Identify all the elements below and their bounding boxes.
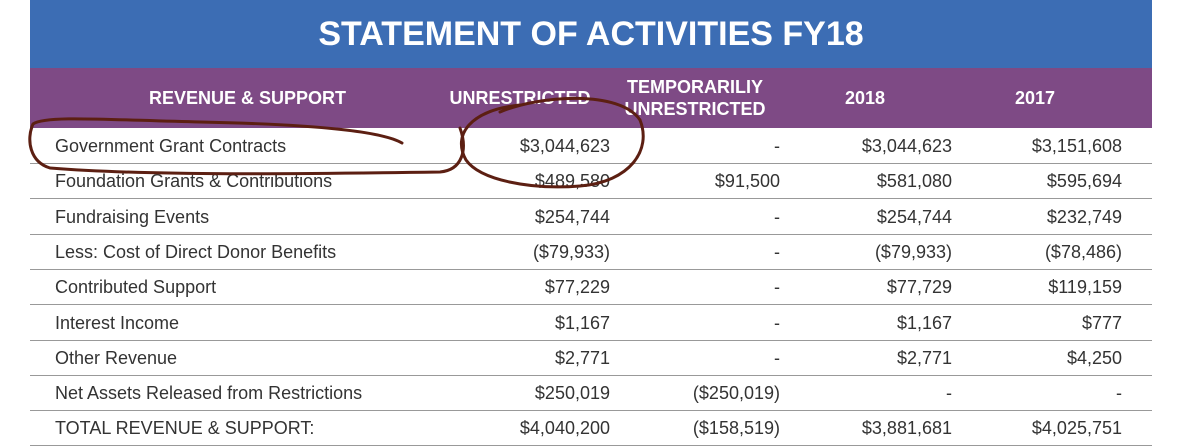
cell-value: $119,159: [1048, 277, 1122, 298]
cell-value: -: [774, 136, 780, 156]
cell-value: $254,744: [876, 206, 952, 227]
cell-value: -: [774, 206, 780, 227]
cell-value: $2,771: [554, 347, 610, 368]
table-header: REVENUE & SUPPORT UNRESTRICTED TEMPORARILI…: [30, 68, 1152, 128]
cell-value: $4,025,751: [1031, 418, 1122, 439]
cell-value: $4,040,200: [519, 418, 610, 439]
column-header: 2018: [844, 88, 886, 108]
table-row: Fundraising Events $254,744 - $254,744 $232,…: [30, 199, 1152, 235]
row-label: Fundraising Events: [55, 206, 210, 227]
table-row: Net Assets Released from Restrictions $25…: [30, 375, 1152, 412]
cell-value: $489,580: [534, 171, 610, 192]
table-row: Foundation Grants & Contributions $489,58…: [30, 163, 1152, 200]
cell-value: -: [774, 277, 780, 298]
cell-value: ($79,933): [532, 241, 610, 262]
cell-value: $77,229: [544, 277, 610, 298]
cell-value: $1,167: [896, 312, 952, 333]
cell-value: -: [774, 312, 780, 333]
cell-value: -: [1116, 383, 1122, 404]
cell-value: $250,019: [534, 383, 610, 404]
cell-value: $232,749: [1046, 206, 1122, 227]
cell-value: -: [774, 347, 780, 368]
cell-value: -: [774, 241, 780, 262]
table-row: Less: Cost of Direct Donor Benefits ($79,…: [30, 234, 1152, 270]
cell-value: $2,771: [896, 347, 952, 368]
row-label: Contributed Support: [55, 277, 217, 298]
cell-value: -: [946, 383, 952, 404]
cell-value: $91,500: [714, 171, 780, 192]
cell-value: $4,250: [1066, 347, 1122, 368]
row-label: Net Assets Released from Restrictions: [55, 383, 363, 404]
table-row: Interest Income $1,167 - $1,167 $777: [30, 305, 1152, 341]
cell-value: $3,044,623: [519, 136, 610, 156]
column-header: TEMPORARILIY UNRESTRICTED: [624, 77, 766, 119]
row-label: Foundation Grants & Contributions: [55, 171, 333, 192]
row-label: Interest Income: [55, 312, 180, 333]
cell-value: ($250,019): [692, 383, 780, 404]
row-label: TOTAL REVENUE & SUPPORT:: [55, 418, 315, 439]
row-label: Government Grant Contracts: [55, 136, 287, 156]
table-row: Government Grant Contracts $3,044,623 - $3,…: [30, 128, 1152, 164]
row-label: Other Revenue: [55, 347, 178, 368]
column-header: UNRESTRICTED: [449, 88, 591, 108]
cell-value: $77,729: [886, 277, 952, 298]
cell-value: ($79,933): [874, 241, 952, 262]
cell-value: $581,080: [876, 171, 952, 192]
cell-value: $777: [1081, 312, 1122, 333]
cell-value: $3,151,608: [1031, 136, 1122, 156]
cell-value: $595,694: [1046, 171, 1122, 192]
row-label: Less: Cost of Direct Donor Benefits: [55, 241, 337, 262]
cell-value: $3,881,681: [861, 418, 952, 439]
cell-value: $254,744: [534, 206, 610, 227]
cell-value: $3,044,623: [861, 136, 952, 156]
table-row: Contributed Support $77,229 - $77,729 $119,1…: [30, 269, 1152, 306]
cell-value: ($78,486): [1044, 241, 1122, 262]
column-header: REVENUE & SUPPORT: [148, 88, 347, 108]
cell-value: ($158,519): [692, 418, 780, 439]
cell-value: $1,167: [554, 312, 610, 333]
table-row: Other Revenue $2,771 - $2,771 $4,250: [30, 340, 1152, 376]
table-row: TOTAL REVENUE & SUPPORT: $4,040,200 ($158,…: [30, 410, 1152, 446]
column-header: 2017: [1014, 88, 1056, 108]
title: STATEMENT OF ACTIVITIES FY18: [30, 0, 1152, 68]
